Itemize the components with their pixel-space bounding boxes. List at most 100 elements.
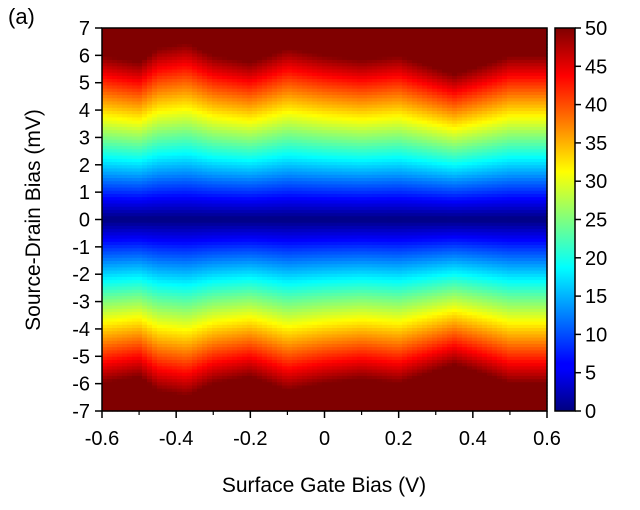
heatmap-cell [292,104,298,109]
heatmap-cell [277,43,283,48]
heatmap-cell [157,142,163,147]
heatmap-cell [162,289,168,294]
heatmap-cell [157,289,163,294]
heatmap-cell [277,117,283,122]
heatmap-cell [247,146,253,150]
heatmap-cell [192,251,198,256]
heatmap-cell [157,165,163,170]
heatmap-cell [207,391,213,396]
heatmap-cell [272,31,278,35]
heatmap-cell [237,350,243,355]
heatmap-cell [267,235,273,240]
heatmap-cell [252,59,258,64]
heatmap-cell [237,158,243,163]
heatmap-cell [297,91,303,96]
heatmap-cell [257,260,263,265]
heatmap-cell [267,56,273,61]
heatmap-cell [287,251,293,256]
heatmap-cell [262,334,268,339]
heatmap-cell [232,75,238,80]
heatmap-cell [132,75,138,80]
heatmap-cell [122,312,128,316]
heatmap-cell [182,398,188,403]
heatmap-cell [267,174,273,179]
heatmap-cell [142,219,148,224]
heatmap-cell [202,82,208,87]
heatmap-cell [107,229,113,233]
heatmap-cell [227,117,233,122]
heatmap-cell [107,216,113,221]
heatmap-cell [147,238,153,243]
heatmap-cell [292,308,298,313]
heatmap-cell [182,312,188,316]
heatmap-cell [167,379,173,383]
heatmap-cell [297,53,303,58]
heatmap-cell [202,229,208,233]
heatmap-cell [277,28,283,32]
heatmap-cell [277,353,283,358]
heatmap-cell [227,356,233,361]
heatmap-cell [217,158,223,163]
heatmap-cell [232,388,238,393]
heatmap-cell [277,232,283,237]
heatmap-cell [277,155,283,160]
heatmap-cell [252,178,258,182]
heatmap-cell [192,114,198,118]
heatmap-cell [267,283,273,288]
heatmap-cell [117,133,123,138]
heatmap-cell [217,280,223,284]
heatmap-cell [267,356,273,361]
heatmap-cell [272,75,278,80]
heatmap-cell [107,82,113,87]
heatmap-cell [277,369,283,374]
heatmap-cell [192,200,198,205]
heatmap-cell [177,168,183,173]
heatmap-cell [232,334,238,339]
heatmap-cell [212,257,218,262]
heatmap-cell [222,302,228,307]
heatmap-cell [152,273,158,278]
heatmap-cell [232,312,238,316]
heatmap-cell [127,391,133,396]
heatmap-cell [257,63,263,67]
heatmap-cell [107,363,113,367]
heatmap-cell [117,391,123,396]
heatmap-cell [277,337,283,342]
heatmap-cell [272,296,278,300]
heatmap-cell [102,130,108,134]
heatmap-cell [247,136,253,141]
heatmap-cell [242,264,248,268]
heatmap-cell [237,181,243,185]
heatmap-cell [172,130,178,134]
heatmap-cell [167,43,173,48]
heatmap-cell [167,276,173,281]
heatmap-cell [122,88,128,93]
heatmap-cell [262,273,268,278]
heatmap-cell [267,69,273,74]
heatmap-cell [217,193,223,198]
heatmap-cell [182,296,188,300]
heatmap-cell [157,200,163,205]
heatmap-cell [147,203,153,208]
heatmap-cell [217,334,223,339]
heatmap-cell [167,260,173,265]
heatmap-cell [242,66,248,71]
heatmap-cell [297,178,303,182]
heatmap-cell [287,133,293,138]
heatmap-cell [187,146,193,150]
heatmap-cell [252,101,258,106]
heatmap-cell [232,273,238,278]
heatmap-cell [257,133,263,138]
heatmap-cell [177,98,183,103]
heatmap-cell [262,318,268,323]
heatmap-cell [287,206,293,211]
heatmap-cell [177,203,183,208]
heatmap-cell [257,375,263,380]
heatmap-cell [242,165,248,170]
heatmap-cell [167,375,173,380]
heatmap-cell [232,162,238,166]
heatmap-cell [152,334,158,339]
heatmap-cell [192,248,198,253]
heatmap-cell [282,209,288,214]
heatmap-cell [172,139,178,144]
